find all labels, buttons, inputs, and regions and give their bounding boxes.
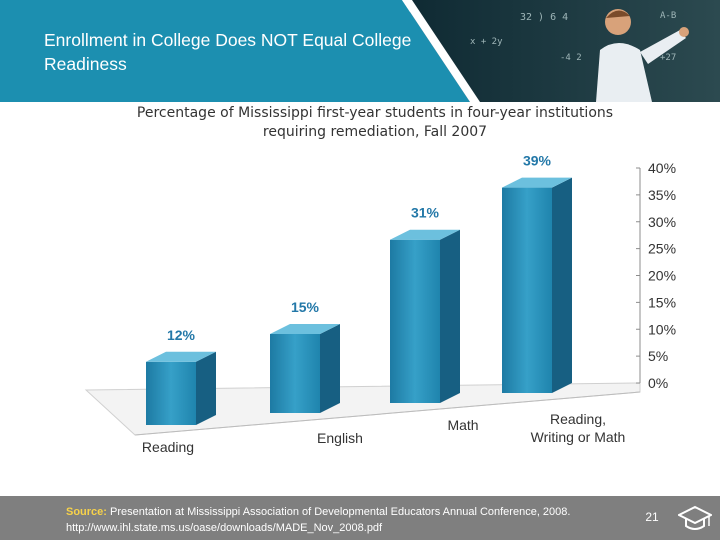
y-tick-label: 40% [648, 160, 676, 176]
y-tick-label: 35% [648, 187, 676, 203]
y-tick-label: 30% [648, 214, 676, 230]
chart-title: Percentage of Mississippi first-year stu… [60, 104, 690, 142]
y-tick-label: 0% [648, 375, 668, 391]
bar-top [146, 351, 216, 362]
svg-text:-4 2: -4 2 [560, 53, 582, 63]
x-category-label: Reading [142, 439, 194, 455]
svg-text:32 ) 6 4: 32 ) 6 4 [520, 12, 568, 23]
page-number: 21 [645, 510, 659, 524]
x-category-label: Reading, Writing or Math [531, 411, 626, 445]
bar-front [390, 239, 440, 403]
x-category-label: Math [447, 417, 478, 433]
bar-4: 39% [502, 153, 572, 393]
y-tick-label: 20% [648, 268, 676, 284]
bar-front [146, 361, 196, 425]
bar-chart: 0% 5% 10% 15% 20% 25% 30% 35% 40% 12% Reading 15% E… [84, 153, 676, 455]
y-tick-label: 15% [648, 294, 676, 310]
bar-side [552, 177, 572, 393]
y-axis: 0% 5% 10% 15% 20% 25% 30% 35% 40% [636, 160, 676, 391]
bar-value-label: 15% [291, 299, 320, 315]
source-label: Source: [66, 506, 107, 518]
bar-side [440, 229, 460, 403]
y-tick-label: 5% [648, 348, 668, 364]
header-graphic: 32 ) 6 4 x + 2y -4 2 A-B +27 [0, 0, 720, 102]
bar-side [196, 351, 216, 425]
bar-front [270, 333, 320, 413]
chart-title-line-2: requiring remediation, Fall 2007 [262, 124, 488, 140]
svg-text:A-B: A-B [660, 11, 676, 21]
y-tick-label: 25% [648, 241, 676, 257]
bar-value-label: 31% [411, 205, 440, 221]
graduation-cap-icon [678, 505, 712, 530]
slide-title: Enrollment in College Does NOT Equal Col… [44, 30, 412, 74]
chart-title-line-1: Percentage of Mississippi first-year stu… [136, 105, 614, 121]
source-citation: Source: Presentation at Mississippi Asso… [66, 504, 636, 536]
bar-top [390, 229, 460, 240]
bar-2: 15% [270, 299, 340, 413]
slide-footer: Source: Presentation at Mississippi Asso… [0, 496, 720, 540]
x-category-label: English [317, 430, 363, 446]
y-tick-label: 10% [648, 321, 676, 337]
source-text: Presentation at Mississippi Association … [106, 506, 571, 518]
bar-top [502, 177, 572, 188]
bar-front [502, 187, 552, 393]
bars: 12% Reading 15% English 31% Math 39% Reading, Wr… [142, 153, 625, 455]
bar-1: 12% [146, 327, 216, 425]
bar-value-label: 12% [167, 327, 196, 343]
svg-text:+27: +27 [660, 53, 676, 63]
bar-side [320, 323, 340, 413]
x-axis-line [134, 391, 641, 436]
bar-value-label: 39% [523, 153, 552, 169]
svg-text:x + 2y: x + 2y [470, 37, 503, 47]
bar-top [270, 323, 340, 334]
bar-3: 31% [390, 205, 460, 403]
source-url: http://www.ihl.state.ms.us/oase/download… [66, 522, 383, 534]
slide-header: 32 ) 6 4 x + 2y -4 2 A-B +27 Enrollment … [0, 0, 720, 102]
